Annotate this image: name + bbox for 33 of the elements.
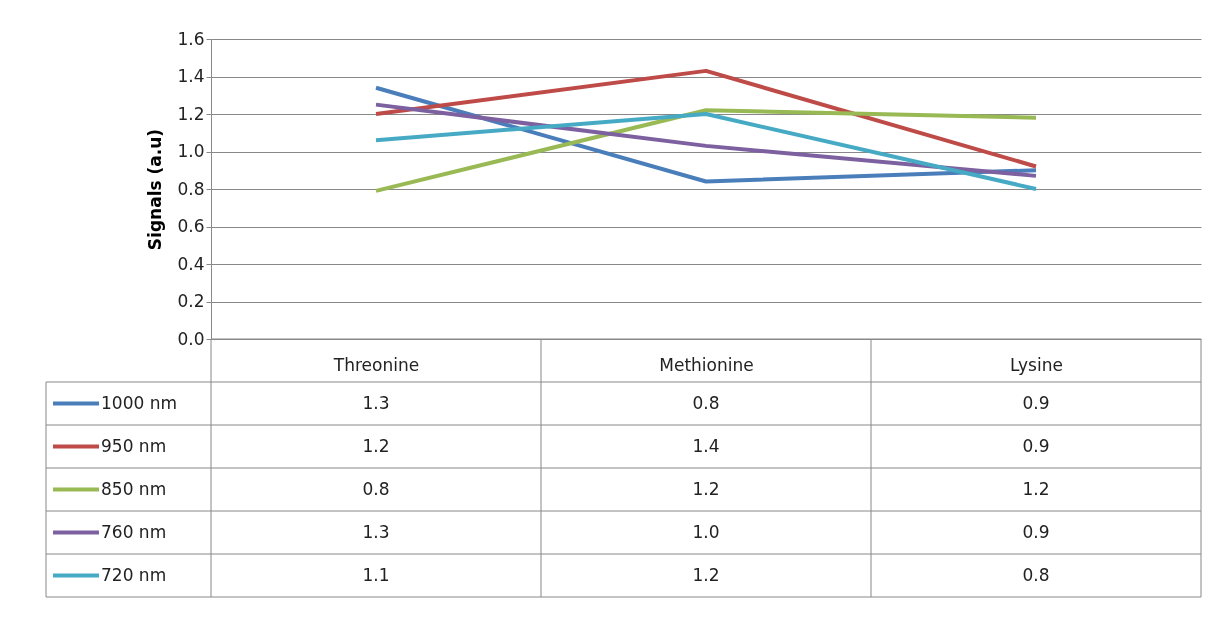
data-label: 0.9	[1022, 392, 1050, 413]
x-tick-label: Lysine	[1010, 354, 1063, 375]
data-label: 1.2	[692, 564, 720, 585]
y-tick-label: 1.6	[177, 28, 205, 49]
data-label: 1.0	[692, 521, 720, 542]
y-tick-label: 0.8	[177, 178, 205, 199]
data-label: 0.8	[362, 478, 390, 499]
data-label: 1.2	[692, 478, 720, 499]
data-label: 1.2	[362, 435, 390, 456]
x-tick-label: Methionine	[659, 354, 754, 375]
data-label: 1.3	[362, 392, 390, 413]
data-label: 0.8	[1022, 564, 1050, 585]
y-tick-label: 0.6	[177, 216, 205, 236]
data-label: 1.1	[362, 564, 390, 585]
data-label: 1.4	[692, 435, 720, 456]
legend-label: 950 nm	[101, 435, 167, 456]
data-label: 1.2	[1022, 478, 1050, 499]
y-tick-label: 0.2	[177, 291, 205, 311]
y-tick-label: 1.0	[177, 141, 205, 161]
data-label: 0.9	[1022, 435, 1050, 456]
y-axis-title: Signals (a.u)	[145, 128, 166, 251]
y-tick-label: 0.4	[177, 253, 205, 274]
legend-label: 720 nm	[101, 564, 167, 585]
legend-label: 850 nm	[101, 478, 167, 499]
data-label: 0.8	[692, 392, 720, 413]
y-tick-label: 0.0	[177, 328, 205, 349]
legend-label: 760 nm	[101, 521, 167, 542]
y-tick-label: 1.4	[177, 66, 205, 86]
data-label: 0.9	[1022, 521, 1050, 542]
y-tick-label: 1.2	[177, 103, 205, 124]
x-tick-label: Threonine	[332, 354, 420, 375]
data-label: 1.3	[362, 521, 390, 542]
legend-label: 1000 nm	[101, 392, 178, 413]
